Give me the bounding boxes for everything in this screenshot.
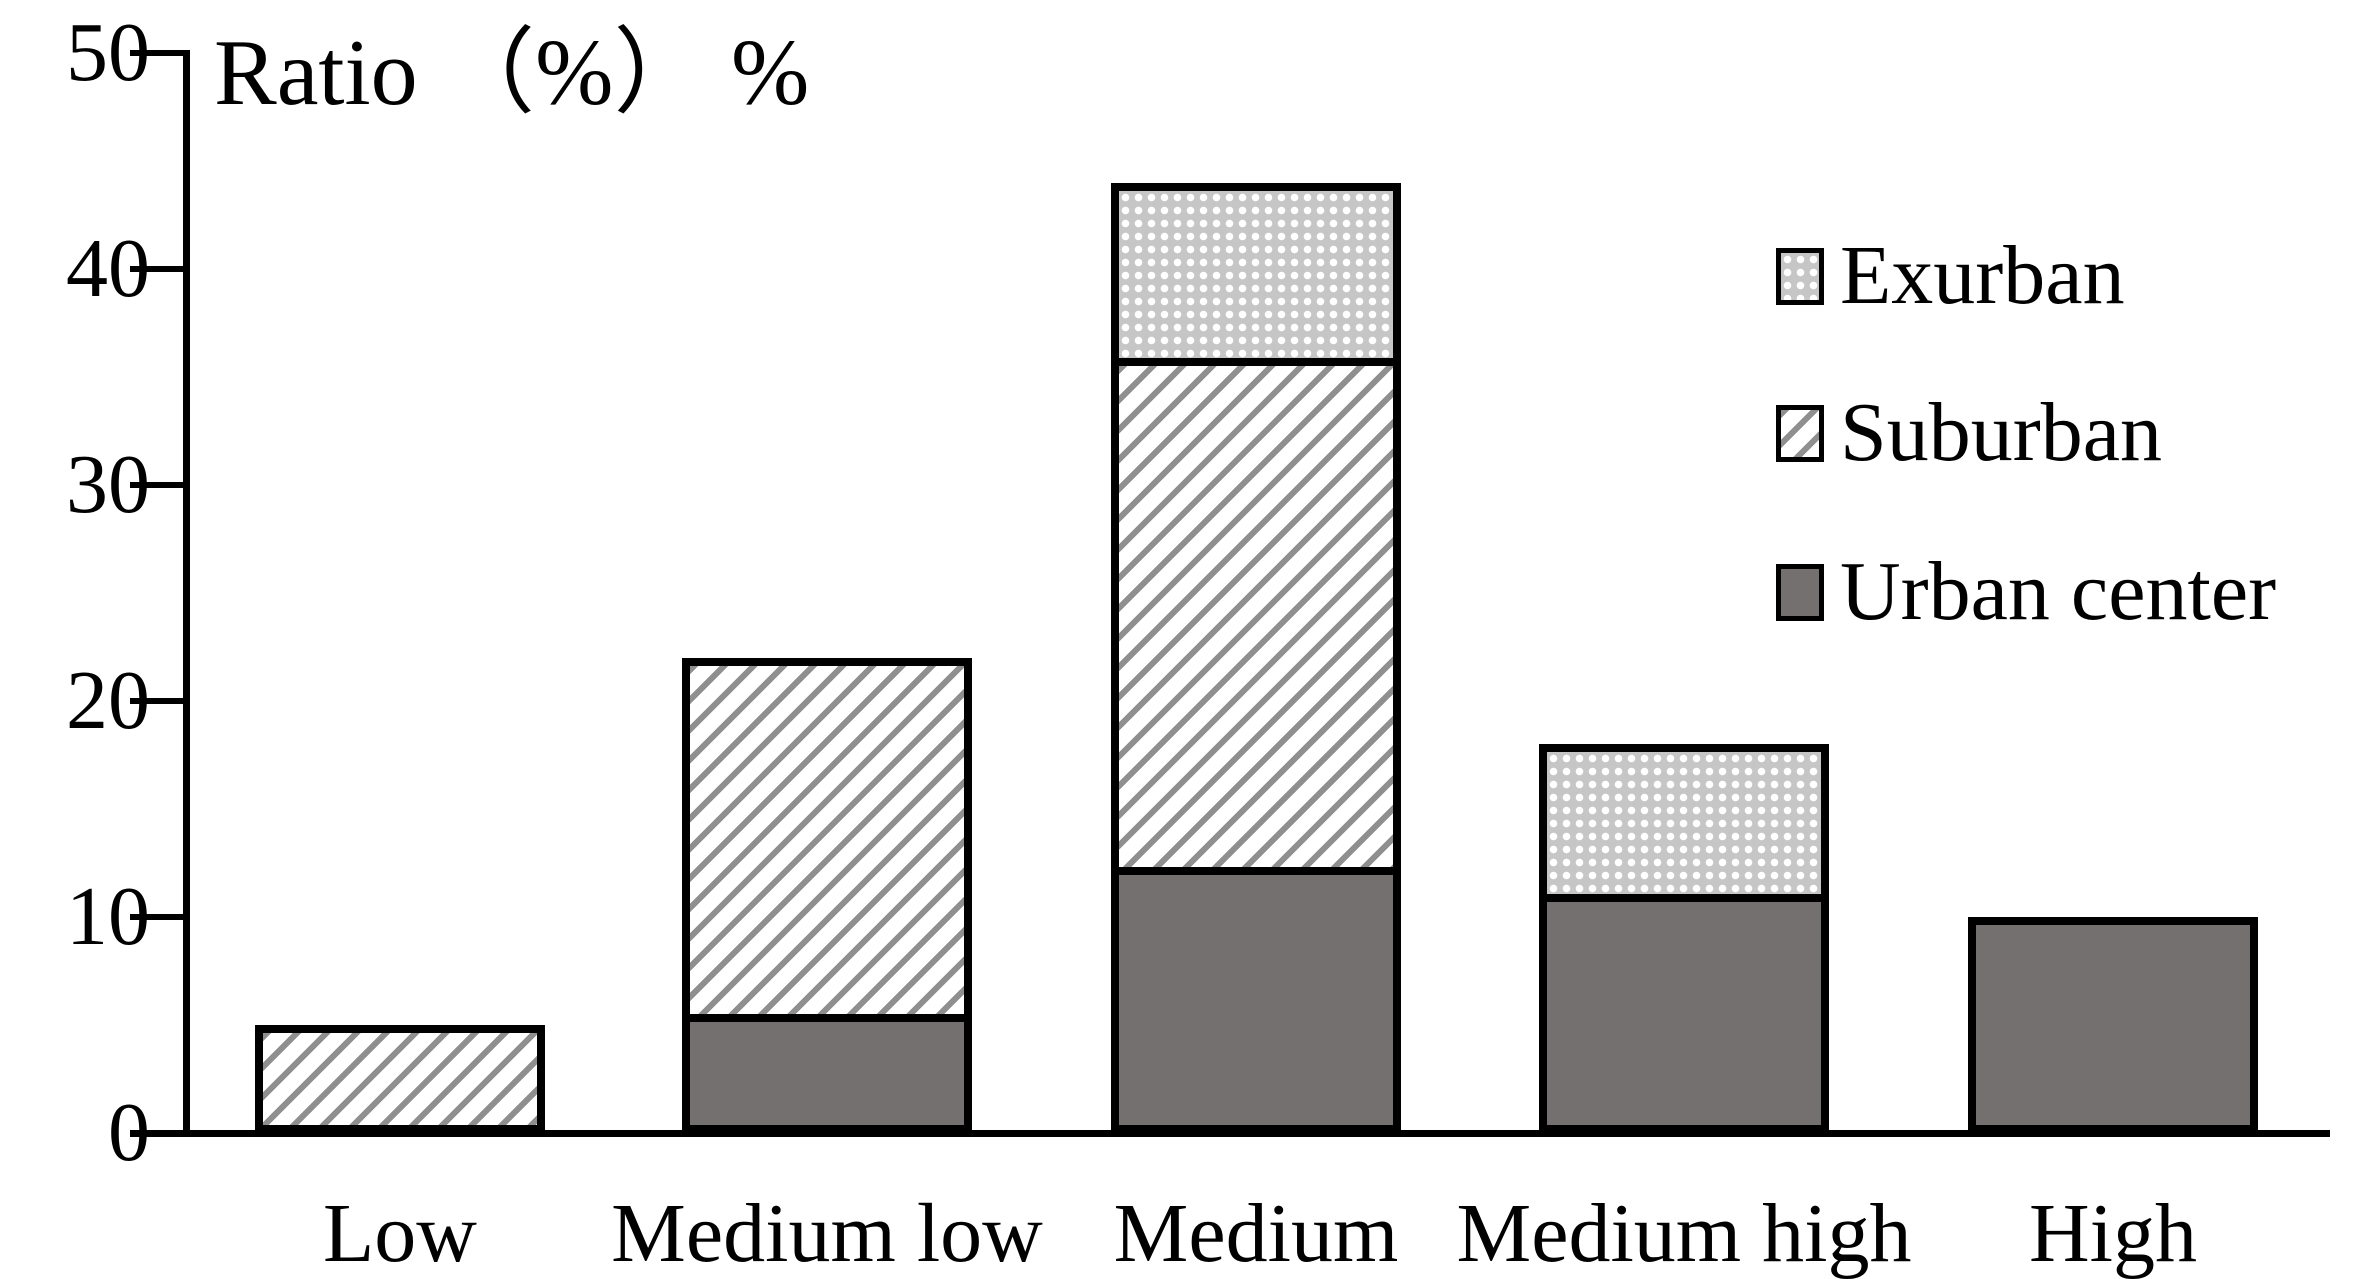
y-tick — [130, 50, 186, 56]
bar-medium-low — [682, 657, 972, 1133]
y-axis-line — [183, 50, 190, 1137]
bar-high — [1968, 917, 2258, 1133]
x-category-label: Medium high — [1456, 1187, 1912, 1279]
x-category-label: Low — [323, 1187, 477, 1279]
x-category-label: Medium low — [611, 1187, 1043, 1279]
segment-suburban — [263, 1033, 537, 1125]
segment-suburban — [1119, 357, 1393, 867]
legend-label: Exurban — [1840, 229, 2125, 322]
x-category-label: High — [2029, 1187, 2197, 1279]
segment-urban-center — [1976, 925, 2250, 1125]
y-tick-label: 50 — [66, 6, 150, 99]
segment-exurban — [1547, 752, 1821, 895]
segment-urban-center — [1119, 866, 1393, 1125]
chart-title: Ratio （%） % — [214, 21, 810, 125]
y-tick — [130, 698, 186, 704]
y-tick-label: 10 — [66, 870, 150, 963]
bar-medium-high — [1539, 744, 1829, 1133]
segment-suburban — [690, 665, 964, 1015]
y-tick-label: 0 — [108, 1086, 150, 1179]
legend-label: Urban center — [1840, 545, 2277, 638]
bar-medium — [1111, 182, 1401, 1133]
x-category-label: Medium — [1113, 1187, 1399, 1279]
y-tick — [130, 266, 186, 272]
y-tick-label: 40 — [66, 222, 150, 315]
segment-exurban — [1119, 190, 1393, 358]
legend-label: Suburban — [1840, 386, 2162, 479]
segment-urban-center — [690, 1014, 964, 1125]
y-tick — [130, 482, 186, 488]
x-axis-line — [130, 1130, 2330, 1137]
bar-low — [255, 1025, 545, 1133]
legend-swatch-hatch — [1776, 404, 1824, 462]
segment-urban-center — [1547, 894, 1821, 1125]
legend-swatch-solid — [1776, 563, 1824, 621]
y-tick-label: 30 — [66, 438, 150, 531]
legend-item-suburban: Suburban — [1776, 391, 2162, 475]
legend-item-exurban: Exurban — [1776, 234, 2125, 318]
y-tick-label: 20 — [66, 654, 150, 747]
legend-item-urban-center: Urban center — [1776, 550, 2276, 634]
y-tick — [130, 914, 186, 920]
legend-swatch-dots — [1776, 247, 1824, 305]
